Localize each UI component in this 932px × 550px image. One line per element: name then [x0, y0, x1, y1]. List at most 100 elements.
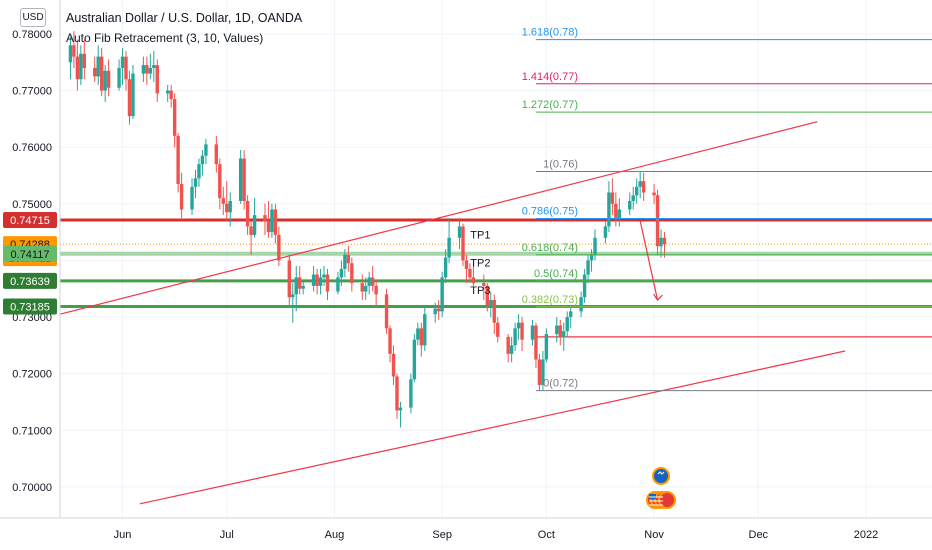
candle-body — [106, 70, 111, 88]
candle-body — [423, 314, 427, 346]
candle-body — [440, 277, 444, 312]
candle-body — [96, 56, 100, 77]
candle-body — [541, 359, 545, 385]
price-tick-label: 0.73000 — [12, 312, 52, 324]
price-tick-label: 0.75000 — [12, 199, 52, 211]
event-flags[interactable] — [646, 467, 677, 509]
candle-body — [447, 237, 451, 258]
candle-body — [82, 53, 87, 68]
currency-button[interactable]: USD — [20, 8, 46, 27]
target-labels: TP1 TP2 TP3 — [470, 229, 490, 296]
fib-level-label: 1.618(0.78) — [522, 27, 578, 39]
candle-body — [325, 274, 330, 292]
candle-body — [148, 67, 153, 74]
candle-body — [131, 73, 135, 117]
candle-body — [610, 192, 615, 204]
candle-body — [311, 274, 316, 286]
time-tick-label: Jul — [220, 529, 234, 541]
candle-body — [659, 237, 663, 247]
price-tick-label: 0.77000 — [12, 86, 52, 98]
candle-body — [391, 353, 396, 377]
candle-body — [628, 200, 632, 210]
candle-body — [360, 283, 364, 292]
price-badge-value: 0.73185 — [10, 302, 50, 314]
candle-body — [127, 79, 132, 117]
fib-retracement: 1.618(0.78) 1.414(0.77) 1.272(0.77) 1(0.76)… — [522, 27, 932, 392]
price-badges: 0.747150.7428813:57:210.741170.736390.73… — [3, 211, 57, 315]
trendline — [59, 121, 818, 315]
us-flag-icon[interactable] — [658, 491, 677, 509]
price-tick-label: 0.76000 — [12, 142, 52, 154]
candle-body — [190, 186, 194, 210]
candle-body — [193, 178, 198, 187]
price-tick-label: 0.71000 — [12, 425, 52, 437]
candle-body — [520, 322, 524, 340]
candle-body — [339, 268, 344, 278]
candle-body — [179, 183, 184, 210]
candle-body — [322, 274, 326, 278]
candle-body — [485, 285, 490, 306]
candle-body — [172, 99, 177, 136]
symbol-title: Australian Dollar / U.S. Dollar, 1D, OAN… — [66, 11, 303, 25]
time-axis[interactable]: Jun Jul Aug Sep Oct Nov Dec 2022 — [0, 517, 932, 550]
candle-body — [635, 186, 639, 196]
candle-body — [530, 325, 535, 340]
candle-body — [492, 300, 496, 323]
candle-body — [457, 226, 462, 238]
time-tick-label: Dec — [749, 529, 769, 541]
candle-body — [443, 257, 448, 278]
candle-body — [603, 226, 608, 238]
candle-body — [562, 331, 566, 337]
candle-body — [433, 308, 437, 315]
indicator-label[interactable]: Auto Fib Retracement (3, 10, Values) — [66, 31, 264, 45]
candle-body — [277, 234, 281, 261]
candle-body — [301, 285, 305, 289]
candle-body — [242, 158, 246, 201]
candle-body — [93, 67, 97, 77]
price-badge-value: 0.73639 — [10, 276, 50, 288]
candle-body — [516, 322, 521, 329]
candles — [68, 31, 667, 428]
price-badge-bg — [3, 245, 57, 262]
time-tick-label: 2022 — [854, 529, 878, 541]
candle-body — [534, 325, 538, 360]
candle-body — [412, 339, 417, 380]
candle-body — [471, 277, 476, 284]
time-tick-label: Aug — [325, 529, 345, 541]
candle-body — [141, 65, 146, 74]
australia-flag-icon[interactable] — [652, 467, 671, 485]
candle-body — [409, 379, 413, 408]
candle-body — [568, 311, 573, 318]
time-axis-bg — [0, 518, 932, 550]
candle-body — [315, 274, 319, 286]
candle-body — [652, 192, 656, 196]
target-label: TP2 — [470, 258, 490, 270]
candle-body — [298, 277, 302, 289]
fib-level-label: 1.272(0.77) — [522, 99, 578, 111]
candle-body — [165, 90, 170, 94]
candle-body — [395, 376, 399, 411]
candle-body — [176, 135, 180, 184]
target-label: TP3 — [470, 285, 490, 297]
candle-body — [364, 285, 368, 292]
candle-body — [124, 56, 128, 80]
candle-body — [204, 144, 208, 156]
fib-level-label: 0.618(0.74) — [522, 242, 578, 254]
fib-level-label: 0.382(0.73) — [522, 294, 578, 306]
candle-body — [350, 263, 354, 284]
candle-body — [75, 56, 80, 80]
time-tick-label: Nov — [644, 529, 664, 541]
candle-body — [555, 325, 559, 335]
candle-body — [273, 209, 278, 235]
candle-body — [103, 70, 107, 91]
candle-body — [200, 155, 205, 165]
candle-body — [614, 203, 618, 218]
candle-body — [72, 45, 76, 57]
candle-body — [218, 164, 222, 199]
trendline — [139, 350, 846, 505]
candle-body — [537, 359, 542, 385]
candle-body — [263, 215, 267, 221]
candle-body — [225, 203, 229, 213]
chart-grid — [60, 0, 932, 518]
